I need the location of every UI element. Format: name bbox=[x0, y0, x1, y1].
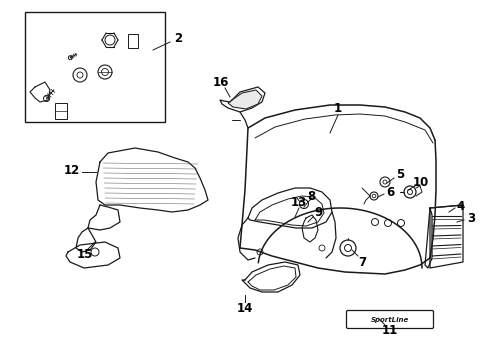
FancyBboxPatch shape bbox=[346, 310, 434, 328]
Text: 16: 16 bbox=[213, 76, 229, 89]
Text: 5: 5 bbox=[396, 168, 404, 181]
Text: 15: 15 bbox=[77, 248, 93, 261]
Polygon shape bbox=[228, 90, 262, 109]
Text: 1: 1 bbox=[334, 102, 342, 114]
Text: 6: 6 bbox=[386, 185, 394, 198]
Bar bbox=[25, 12, 165, 122]
Text: 11: 11 bbox=[382, 324, 398, 337]
Text: 9: 9 bbox=[314, 206, 322, 219]
Bar bbox=[55, 103, 67, 119]
Text: 4: 4 bbox=[457, 199, 465, 212]
Bar bbox=[128, 34, 138, 48]
Text: SportLine: SportLine bbox=[371, 316, 409, 323]
Text: 14: 14 bbox=[237, 302, 253, 315]
Text: 3: 3 bbox=[467, 211, 475, 225]
Text: 13: 13 bbox=[291, 195, 307, 208]
Text: 7: 7 bbox=[358, 256, 366, 269]
Text: 8: 8 bbox=[307, 190, 315, 203]
Text: 12: 12 bbox=[64, 163, 80, 176]
Text: 2: 2 bbox=[174, 31, 182, 45]
Text: 10: 10 bbox=[413, 176, 429, 189]
